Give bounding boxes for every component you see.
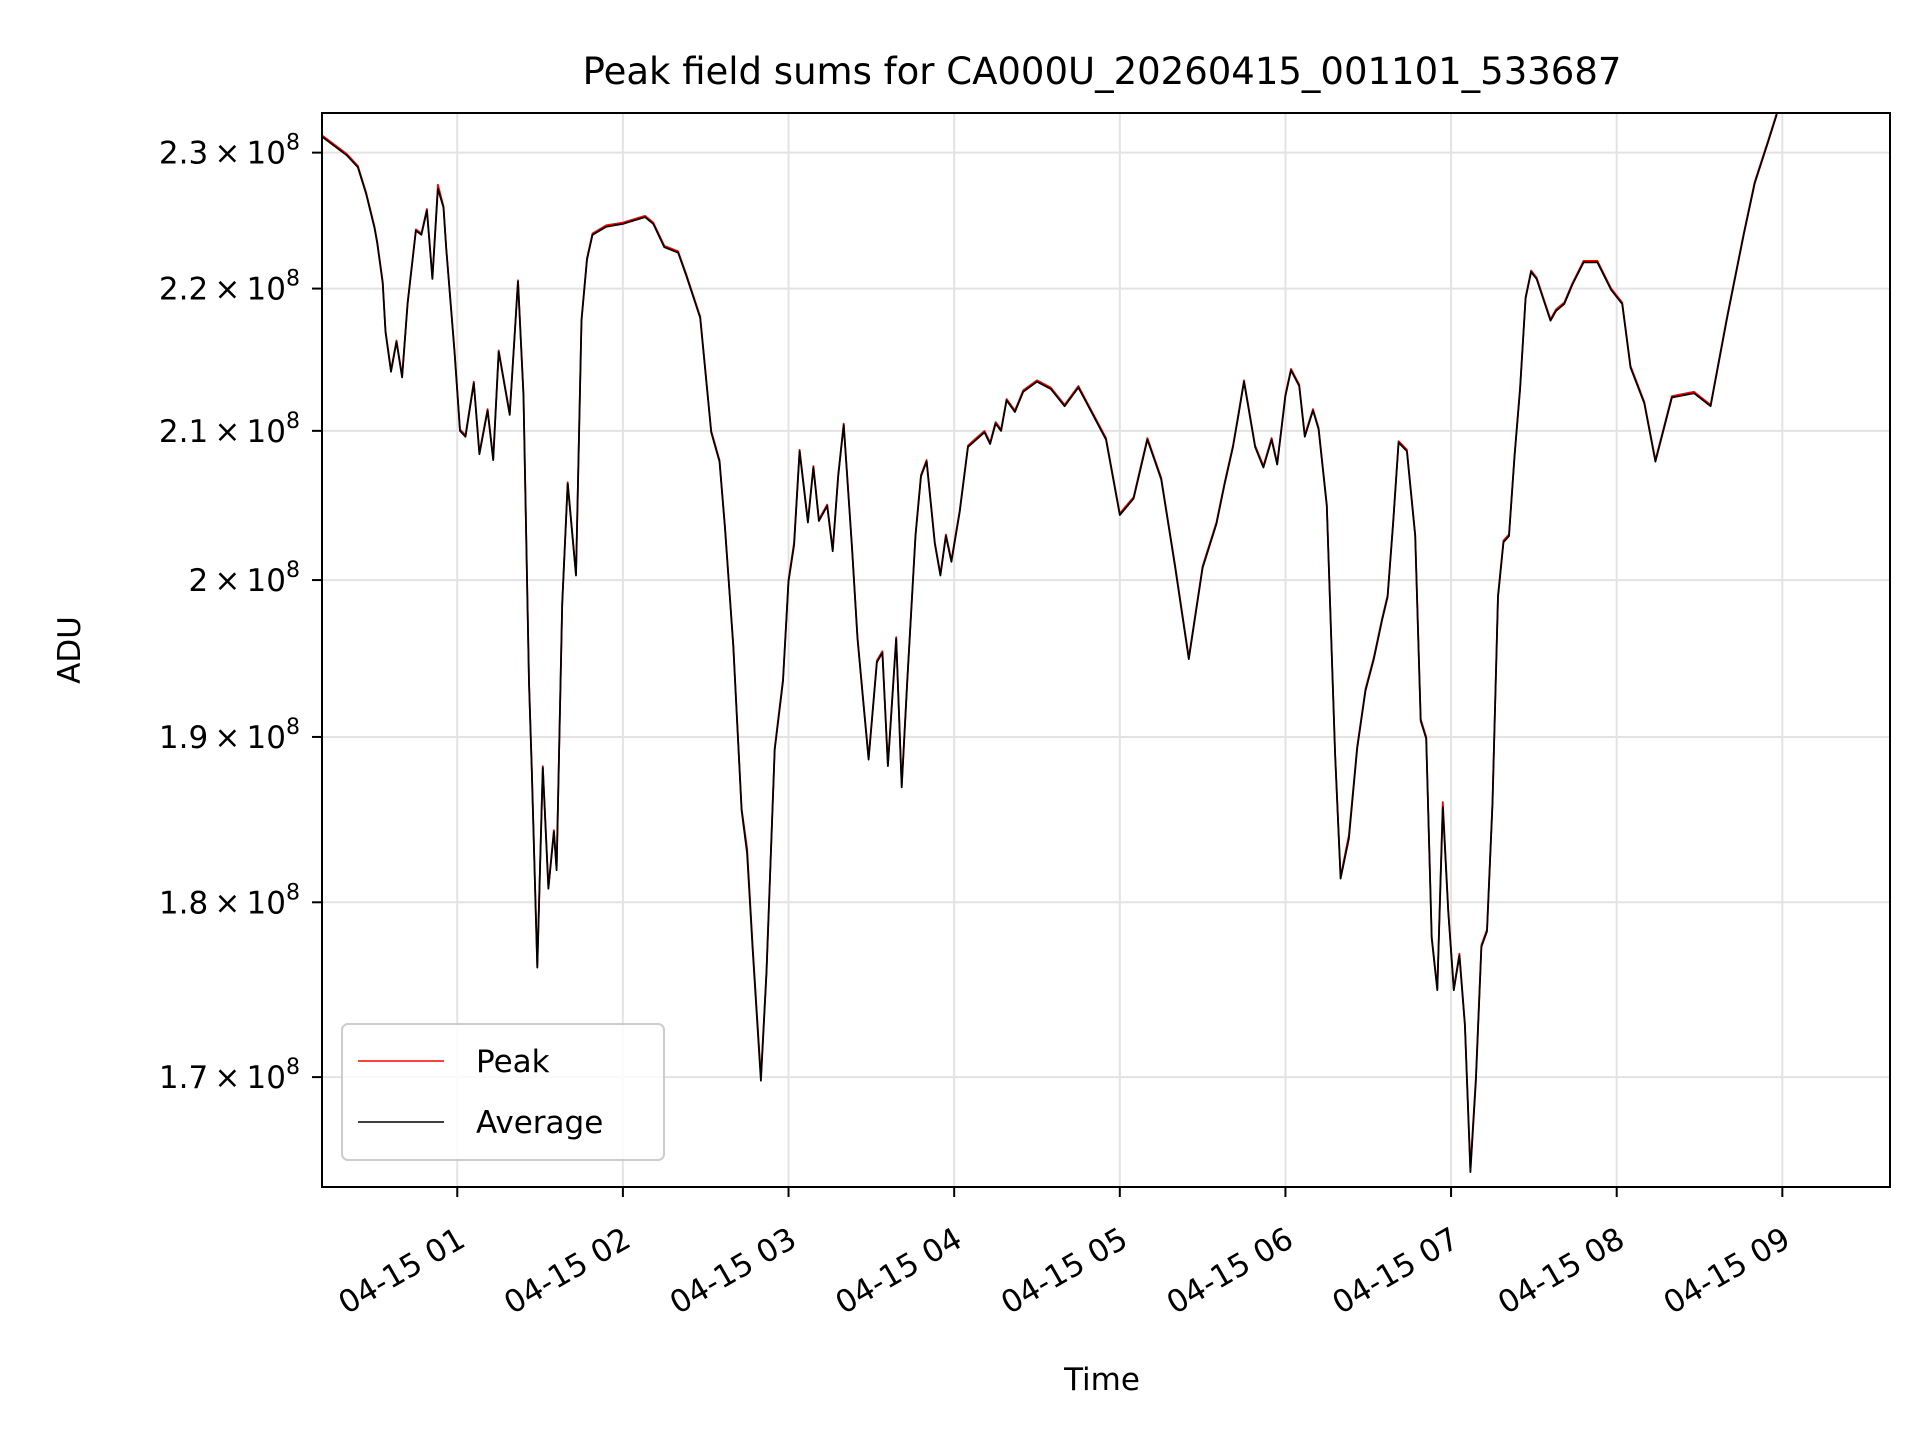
y-axis-ticks: 1.7 × 108 1.8 × 108 1.9 × 108 2 × 108 2.1 × … [159,131,322,1096]
y-tick-label: 1.8 × 108 [159,880,300,921]
x-axis-label: Time [1063,1362,1140,1398]
chart-title: Peak field sums for CA000U_20260415_0011… [583,50,1622,93]
y-axis-label: ADU [52,616,88,684]
y-tick-label: 1.9 × 108 [159,715,300,756]
legend-box [341,1023,665,1161]
y-tick-label: 2.2 × 108 [159,267,300,308]
series-line-average [321,114,1778,1173]
grid-lines [322,113,1890,1187]
plot-frame [321,112,1891,1188]
legend: Peak Average [341,1023,665,1161]
legend-label-average: Average [476,1105,603,1141]
y-tick-label: 1.7 × 108 [159,1055,300,1096]
legend-label-peak: Peak [476,1044,550,1080]
series-lines [321,112,1778,1173]
y-tick-label: 2 × 108 [188,558,300,599]
y-tick-label: 2.1 × 108 [159,409,300,450]
y-tick-label: 2.3 × 108 [159,131,300,172]
